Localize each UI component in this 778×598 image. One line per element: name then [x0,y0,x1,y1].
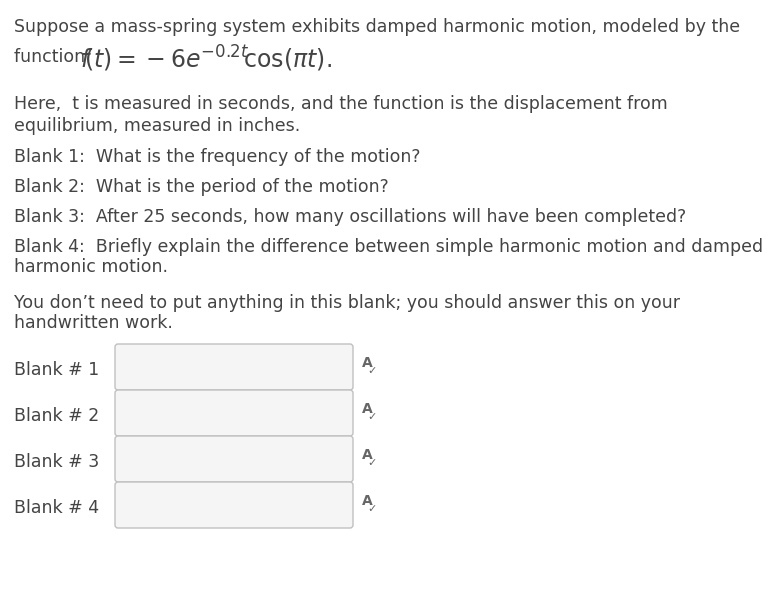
Text: Blank # 3: Blank # 3 [14,453,100,471]
Text: equilibrium, measured in inches.: equilibrium, measured in inches. [14,117,300,135]
Text: ✓: ✓ [367,458,377,468]
Text: Blank # 2: Blank # 2 [14,407,100,425]
Text: Blank # 1: Blank # 1 [14,361,100,379]
Text: function: function [14,48,90,66]
Text: A: A [362,356,373,370]
Text: Blank 1:  What is the frequency of the motion?: Blank 1: What is the frequency of the mo… [14,148,420,166]
Text: A: A [362,448,373,462]
FancyBboxPatch shape [115,436,353,482]
Text: A: A [362,494,373,508]
FancyBboxPatch shape [115,390,353,436]
Text: handwritten work.: handwritten work. [14,314,173,332]
Text: Suppose a mass-spring system exhibits damped harmonic motion, modeled by the: Suppose a mass-spring system exhibits da… [14,18,740,36]
Text: Blank 3:  After 25 seconds, how many oscillations will have been completed?: Blank 3: After 25 seconds, how many osci… [14,208,686,226]
Text: ✓: ✓ [367,412,377,422]
Text: Here,  t is measured in seconds, and the function is the displacement from: Here, t is measured in seconds, and the … [14,95,668,113]
Text: ✓: ✓ [367,504,377,514]
FancyBboxPatch shape [115,344,353,390]
Text: Blank # 4: Blank # 4 [14,499,99,517]
Text: Blank 2:  What is the period of the motion?: Blank 2: What is the period of the motio… [14,178,389,196]
Text: harmonic motion.: harmonic motion. [14,258,168,276]
Text: You don’t need to put anything in this blank; you should answer this on your: You don’t need to put anything in this b… [14,294,680,312]
Text: ✓: ✓ [367,366,377,376]
Text: $f\!\left(t\right) = -6e^{-0.2t}\!\cos\!\left(\pi t\right).$: $f\!\left(t\right) = -6e^{-0.2t}\!\cos\!… [80,44,332,74]
FancyBboxPatch shape [115,482,353,528]
Text: A: A [362,402,373,416]
Text: Blank 4:  Briefly explain the difference between simple harmonic motion and damp: Blank 4: Briefly explain the difference … [14,238,763,256]
